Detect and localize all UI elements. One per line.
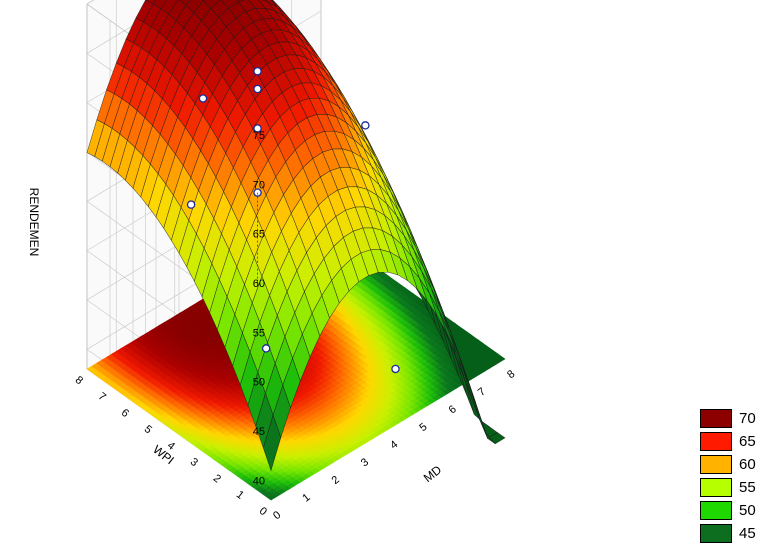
- data-point: [198, 94, 208, 103]
- legend-swatch: [700, 455, 732, 474]
- wpi-tick-label: 8: [73, 374, 85, 387]
- wpi-tick-label: 3: [188, 456, 200, 469]
- z-tick-label: 45: [253, 426, 265, 438]
- data-point: [253, 124, 262, 133]
- md-tick-label: 8: [505, 368, 517, 381]
- wpi-tick-label: 5: [142, 423, 154, 436]
- wpi-tick-label: 0: [257, 505, 269, 518]
- data-point: [253, 66, 262, 76]
- data-point: [186, 200, 196, 209]
- legend-swatch: [700, 524, 732, 543]
- wpi-tick-label: 1: [234, 489, 246, 502]
- md-tick-label: 4: [388, 439, 400, 452]
- response-surface: [86, 0, 506, 472]
- wpi-tick-label: 6: [119, 407, 131, 420]
- md-tick-label: 2: [330, 474, 342, 487]
- legend: 70 65 60 55 50 45: [700, 407, 770, 545]
- data-point: [261, 344, 271, 353]
- legend-item: 65: [700, 430, 770, 453]
- z-tick-label: 50: [253, 377, 265, 389]
- z-tick-label: 75: [253, 130, 265, 142]
- legend-swatch: [700, 409, 732, 428]
- md-tick-label: 5: [417, 421, 429, 434]
- legend-label: 60: [739, 456, 756, 473]
- wpi-tick-label: 2: [211, 472, 223, 485]
- md-tick-label: 3: [359, 456, 371, 469]
- md-tick-label: 7: [476, 386, 488, 399]
- z-tick-label: 70: [253, 179, 265, 191]
- data-point: [253, 84, 262, 94]
- wpi-tick-label: 7: [96, 390, 108, 403]
- legend-item: 60: [700, 453, 770, 476]
- x-axis-label: MD: [421, 462, 445, 485]
- z-axis-label: RENDEMEN: [27, 188, 41, 257]
- z-tick-label: 55: [253, 327, 265, 339]
- z-tick-label: 60: [253, 278, 265, 290]
- observed-points: [186, 66, 400, 374]
- legend-label: 55: [739, 479, 756, 496]
- z-tick-label: 65: [253, 229, 265, 241]
- legend-label: 50: [739, 502, 756, 519]
- legend-swatch: [700, 478, 732, 497]
- md-tick-label: 6: [447, 403, 459, 416]
- legend-label: 70: [739, 410, 756, 427]
- md-tick-label: 0: [271, 509, 283, 522]
- legend-label: 45: [739, 525, 756, 542]
- data-point: [361, 121, 370, 130]
- legend-item: 55: [700, 476, 770, 499]
- legend-item: 45: [700, 522, 770, 545]
- surface-cell: [263, 414, 282, 472]
- z-tick-label: 40: [253, 475, 265, 487]
- legend-item: 70: [700, 407, 770, 430]
- data-point: [391, 364, 400, 374]
- legend-swatch: [700, 432, 732, 451]
- legend-label: 65: [739, 433, 756, 450]
- legend-item: 50: [700, 499, 770, 522]
- md-tick-label: 1: [300, 491, 312, 504]
- legend-swatch: [700, 501, 732, 520]
